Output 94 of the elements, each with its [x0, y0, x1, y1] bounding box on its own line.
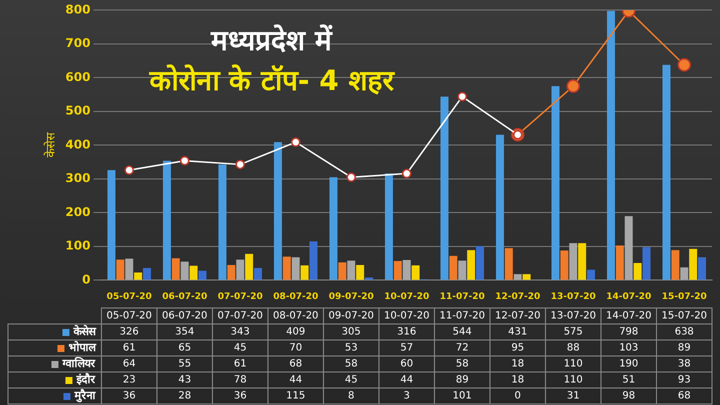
- x-tick-label: 11-07-20: [440, 292, 485, 302]
- data-label: 115: [286, 390, 306, 402]
- category-label: 05-07-20: [106, 310, 152, 322]
- x-tick-label: 13-07-20: [550, 292, 596, 302]
- data-label: 343: [230, 326, 250, 338]
- data-label: 43: [178, 374, 192, 386]
- data-label: 101: [452, 390, 472, 402]
- category-label: 09-07-20: [328, 310, 374, 322]
- data-label: 93: [678, 374, 691, 386]
- data-label: 110: [564, 358, 583, 370]
- data-label: 431: [508, 326, 528, 338]
- data-label: 44: [289, 374, 302, 386]
- text: कोरोना के टॉप- 4 शहर: [148, 64, 396, 98]
- data-label: 110: [564, 374, 583, 386]
- data-label: 45: [344, 374, 358, 386]
- data-label: 58: [456, 358, 469, 370]
- data-label: 23: [122, 374, 136, 386]
- x-tick-label: 06-07-20: [162, 292, 208, 302]
- data-label: 45: [234, 342, 247, 354]
- category-label: 07-07-20: [218, 310, 263, 322]
- y-tick-label: 800: [65, 2, 90, 16]
- data-label: 190: [619, 358, 638, 370]
- y-tick-label: 200: [65, 204, 90, 219]
- data-label: 38: [678, 358, 691, 370]
- data-label: 64: [122, 358, 136, 370]
- data-label: 354: [175, 326, 194, 338]
- data-label: 55: [178, 358, 192, 370]
- legend-label: केसेस: [72, 324, 96, 338]
- data-label: 544: [452, 326, 472, 338]
- data-label: 36: [122, 390, 136, 402]
- data-label: 316: [397, 326, 416, 338]
- data-label: 44: [400, 374, 414, 386]
- y-tick-label: 300: [65, 171, 90, 186]
- data-label: 72: [456, 342, 469, 354]
- data-label: 70: [289, 342, 302, 354]
- data-label: 61: [234, 358, 247, 370]
- data-label: 8: [348, 390, 354, 402]
- data-label: 3: [404, 390, 410, 402]
- category-label: 11-07-20: [440, 310, 485, 322]
- data-label: 95: [511, 342, 524, 354]
- category-label: 10-07-20: [384, 310, 430, 322]
- category-label: 13-07-20: [550, 310, 596, 322]
- data-label: 68: [678, 390, 691, 402]
- data-label: 326: [120, 326, 139, 338]
- x-tick-label: 10-07-20: [384, 292, 430, 302]
- data-label: 103: [619, 342, 638, 354]
- data-label: 36: [234, 390, 247, 402]
- data-label: 18: [511, 374, 524, 386]
- data-label: 798: [619, 326, 638, 338]
- legend-label: ग्वालियर: [61, 356, 96, 370]
- data-label: 409: [286, 326, 306, 338]
- data-label: 60: [400, 358, 414, 370]
- y-axis-title: केसेस: [43, 132, 58, 158]
- x-tick-label: 08-07-20: [273, 292, 318, 302]
- x-tick-label: 07-07-20: [218, 292, 263, 302]
- y-tick-label: 100: [65, 238, 90, 253]
- data-label: 89: [456, 374, 469, 386]
- data-label: 89: [678, 342, 691, 354]
- data-label: 58: [344, 358, 358, 370]
- data-label: 98: [622, 390, 636, 402]
- data-label: 51: [622, 374, 636, 386]
- x-tick-label: 09-07-20: [328, 292, 374, 302]
- data-label: 18: [511, 358, 524, 370]
- y-tick-label: 0: [82, 272, 90, 286]
- data-label: 65: [178, 342, 192, 354]
- x-tick-label: 12-07-20: [495, 292, 540, 302]
- text: मध्यप्रदेश में: [210, 24, 333, 58]
- data-label: 0: [514, 390, 521, 402]
- data-label: 61: [122, 342, 136, 354]
- data-label: 638: [674, 326, 694, 338]
- legend-label: मुरैना: [73, 388, 96, 403]
- data-label: 57: [400, 342, 414, 354]
- x-tick-label: 05-07-20: [106, 292, 152, 302]
- data-label: 88: [566, 342, 580, 354]
- category-label: 14-07-20: [606, 310, 652, 322]
- data-label: 575: [564, 326, 583, 338]
- category-label: 06-07-20: [162, 310, 208, 322]
- legend-label: इंदौर: [75, 372, 96, 386]
- category-label: 08-07-20: [273, 310, 318, 322]
- category-label: 12-07-20: [495, 310, 540, 322]
- legend-label: भोपाल: [68, 340, 96, 354]
- y-tick-label: 500: [65, 104, 90, 118]
- x-tick-label: 15-07-20: [662, 292, 707, 302]
- data-label: 28: [178, 390, 192, 402]
- data-label: 31: [566, 390, 580, 402]
- data-label: 305: [342, 326, 361, 338]
- y-tick-label: 700: [65, 36, 90, 50]
- category-label: 15-07-20: [662, 310, 707, 322]
- y-tick-label: 600: [65, 70, 90, 84]
- x-tick-label: 14-07-20: [606, 292, 652, 302]
- data-label: 53: [344, 342, 358, 354]
- y-tick-label: 400: [65, 137, 90, 152]
- data-label: 68: [289, 358, 302, 370]
- data-label: 78: [234, 374, 247, 386]
